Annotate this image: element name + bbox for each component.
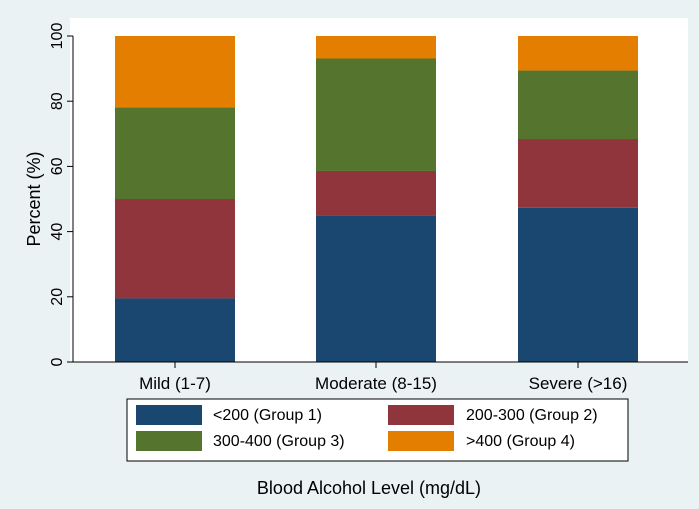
- bar-segment: [115, 107, 235, 199]
- x-category-label: Moderate (8-15): [315, 374, 437, 393]
- legend-swatch: [388, 405, 454, 425]
- legend-box: [126, 398, 629, 462]
- y-tick-label: 0: [49, 357, 66, 366]
- bars-layer: [115, 36, 638, 362]
- legend-swatch: [388, 431, 454, 451]
- y-tick-label: 80: [49, 92, 66, 110]
- bar-segment: [115, 36, 235, 108]
- legend-label: 300-400 (Group 3): [213, 433, 345, 450]
- bar-segment: [518, 139, 638, 208]
- bar-segment: [115, 298, 235, 362]
- bar-segment: [316, 36, 436, 59]
- x-category-label: Severe (>16): [529, 374, 628, 393]
- bar-segment: [316, 58, 436, 171]
- bar-segment: [115, 199, 235, 299]
- y-tick-label: 40: [49, 223, 66, 241]
- legend-label: >400 (Group 4): [466, 433, 575, 450]
- bar-segment: [518, 36, 638, 71]
- legend-label: <200 (Group 1): [213, 407, 322, 424]
- legend: <200 (Group 1) 200-300 (Group 2) 300-400 (…: [136, 405, 598, 451]
- legend-swatch: [136, 405, 202, 425]
- x-category-label: Mild (1-7): [139, 374, 211, 393]
- y-tick-label: 100: [49, 23, 66, 50]
- x-category-labels: Mild (1-7) Moderate (8-15) Severe (>16): [139, 362, 627, 393]
- legend-label: 200-300 (Group 2): [466, 407, 598, 424]
- y-axis-title: Percent (%): [24, 151, 44, 246]
- bar-segment: [316, 215, 436, 362]
- y-tick-label: 60: [49, 157, 66, 175]
- x-axis-title: Blood Alcohol Level (mg/dL): [257, 478, 481, 498]
- y-tick-label: 20: [49, 288, 66, 306]
- bar-segment: [316, 170, 436, 216]
- y-ticks: 0 20 40 60 80 100: [49, 23, 73, 366]
- legend-swatch: [136, 431, 202, 451]
- bar-segment: [518, 70, 638, 140]
- bar-segment: [518, 207, 638, 362]
